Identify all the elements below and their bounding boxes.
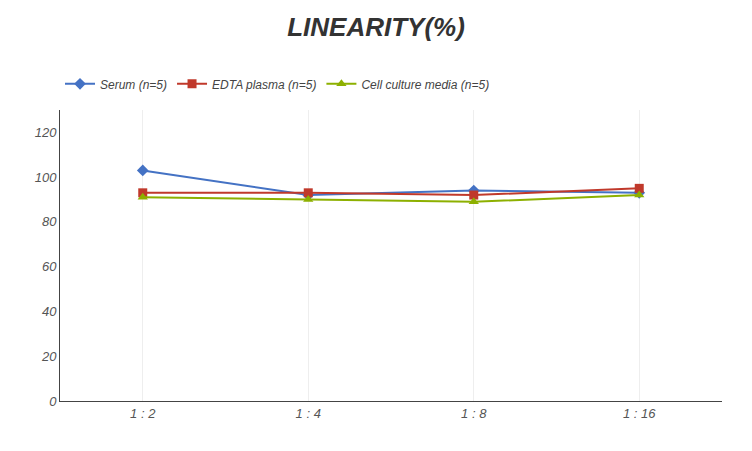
svg-text:EDTA plasma (n=5): EDTA plasma (n=5) — [212, 78, 316, 92]
svg-text:1 : 2: 1 : 2 — [130, 406, 156, 421]
svg-text:0: 0 — [49, 394, 57, 409]
svg-text:1 : 8: 1 : 8 — [461, 406, 487, 421]
svg-text:1 : 4: 1 : 4 — [296, 406, 321, 421]
svg-text:60: 60 — [42, 259, 57, 274]
svg-text:80: 80 — [42, 214, 57, 229]
svg-text:20: 20 — [41, 349, 57, 364]
svg-text:LINEARITY(%): LINEARITY(%) — [287, 12, 465, 42]
svg-text:100: 100 — [35, 170, 57, 185]
svg-text:Serum (n=5): Serum (n=5) — [100, 78, 167, 92]
svg-text:120: 120 — [35, 125, 57, 140]
svg-text:40: 40 — [42, 304, 57, 319]
svg-text:1 : 16: 1 : 16 — [623, 406, 656, 421]
svg-text:Cell culture media (n=5): Cell culture media (n=5) — [361, 78, 489, 92]
